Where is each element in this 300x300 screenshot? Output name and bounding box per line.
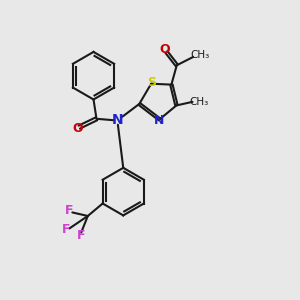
Text: O: O — [73, 122, 83, 135]
Text: O: O — [160, 43, 170, 56]
Text: N: N — [112, 113, 124, 127]
Text: N: N — [154, 114, 165, 128]
Text: CH₃: CH₃ — [190, 50, 209, 61]
Text: F: F — [77, 229, 86, 242]
Text: CH₃: CH₃ — [190, 97, 209, 107]
Text: F: F — [61, 224, 70, 236]
Text: F: F — [65, 204, 74, 218]
Text: S: S — [147, 76, 156, 89]
